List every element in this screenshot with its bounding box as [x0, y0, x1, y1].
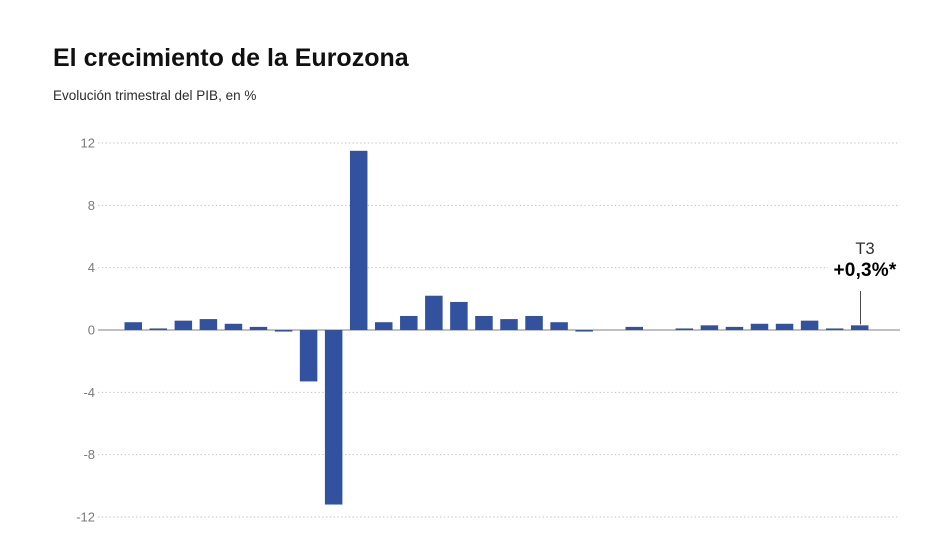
bar-q17 [525, 315, 543, 330]
bar-q15 [475, 315, 493, 330]
bar-q30 [850, 325, 869, 330]
bar-q24 [700, 325, 719, 330]
bar-q19 [575, 330, 593, 332]
bar-q1 [124, 322, 142, 330]
bar-q12 [400, 315, 418, 330]
y-axis-label--8: -8 [83, 447, 95, 462]
y-axis-label--12: -12 [76, 509, 95, 524]
y-axis-label-12: 12 [81, 136, 95, 151]
bar-q3 [174, 320, 193, 330]
y-axis-label--4: -4 [83, 385, 95, 400]
y-axis-label-8: 8 [88, 198, 95, 213]
bar-q9 [324, 330, 343, 505]
bar-q28 [800, 320, 819, 330]
bar-q21 [625, 326, 643, 330]
bar-q27 [775, 323, 794, 330]
bar-q23 [675, 328, 694, 330]
bar-q13 [425, 295, 443, 330]
bar-q29 [825, 328, 844, 330]
annotation-quarter-label: T3 [855, 240, 875, 258]
bar-q16 [500, 319, 518, 330]
bar-q18 [550, 322, 568, 330]
bar-q2 [149, 328, 168, 330]
bar-q26 [750, 323, 769, 330]
bar-q6 [249, 326, 268, 330]
y-axis-label-4: 4 [88, 260, 95, 275]
bar-q5 [224, 323, 243, 330]
bar-q14 [450, 301, 468, 330]
bar-q25 [725, 326, 744, 330]
bar-q4 [199, 319, 218, 330]
annotation-value-label: +0,3%* [833, 260, 897, 281]
chart-title: El crecimiento de la Eurozona [53, 44, 409, 72]
y-axis-label-0: 0 [88, 323, 95, 338]
bar-q10 [349, 150, 368, 330]
bar-q7 [274, 330, 293, 332]
bar-q11 [375, 322, 393, 330]
last-bar-annotation: T3 +0,3%* [815, 240, 915, 282]
bar-q8 [299, 330, 318, 382]
chart-subtitle: Evolución trimestral del PIB, en % [53, 88, 257, 103]
